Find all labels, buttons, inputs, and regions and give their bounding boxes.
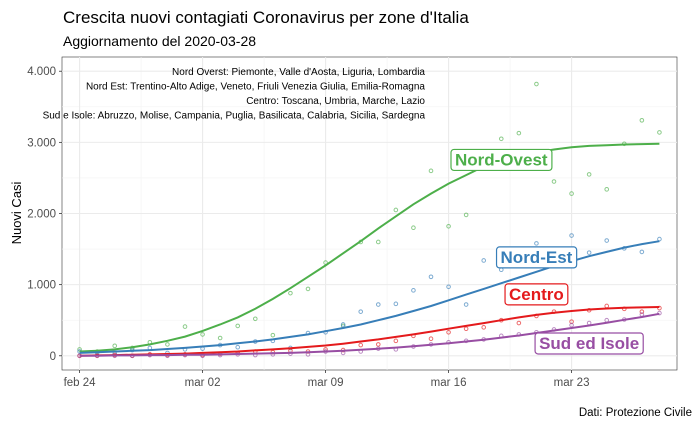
data-point	[534, 81, 539, 87]
data-point	[411, 288, 416, 293]
chart-caption: Dati: Protezione Civile	[578, 407, 692, 419]
data-point	[252, 316, 258, 322]
data-point	[657, 130, 662, 135]
data-point	[446, 329, 451, 335]
data-point	[375, 302, 381, 307]
data-point	[657, 310, 662, 316]
region-note: Sud e Isole: Abruzzo, Molise, Campania, …	[43, 111, 426, 122]
data-point	[375, 342, 381, 347]
data-point	[446, 224, 451, 229]
trend-line	[79, 142, 660, 353]
data-point	[411, 225, 416, 231]
data-point	[200, 332, 205, 337]
region-note: Nord Est: Trentino-Alto Adige, Veneto, F…	[86, 82, 425, 93]
data-point	[340, 322, 346, 327]
grid-major	[62, 57, 677, 370]
data-point	[428, 274, 434, 280]
y-tick-label: 2.000	[27, 209, 56, 221]
region-notes: Nord Overst: Piemonte, Valle d'Aosta, Li…	[43, 67, 426, 122]
x-tick-label: mar 09	[308, 377, 344, 389]
data-point	[604, 238, 610, 243]
data-point	[375, 239, 381, 245]
region-note: Nord Overst: Piemonte, Valle d'Aosta, Li…	[172, 67, 425, 78]
data-point	[657, 236, 662, 242]
data-point	[481, 325, 487, 330]
data-point	[446, 284, 451, 290]
series-labels: Nord-Ovest Nord-Est Centro Sud ed Isole	[450, 148, 644, 355]
data-point	[428, 168, 434, 174]
series-label-text: Centro	[509, 285, 564, 304]
data-point	[270, 332, 276, 338]
data-point	[569, 322, 574, 328]
series-label-box	[534, 332, 644, 355]
y-axis-ticks: 0 1.000 2.000 3.000 4.000	[27, 66, 62, 363]
data-point	[534, 241, 539, 246]
data-point	[481, 258, 487, 263]
data-point	[657, 305, 662, 311]
trend-line	[79, 312, 660, 357]
data-point	[586, 172, 592, 177]
x-axis-ticks: feb 24 mar 02 mar 09 mar 16 mar 23	[64, 370, 590, 389]
region-note: Centro: Toscana, Umbria, Marche, Lazio	[246, 96, 425, 107]
x-tick-label: mar 16	[431, 377, 467, 389]
data-point	[217, 335, 223, 341]
data-point	[463, 212, 469, 218]
series-label: Centro	[504, 283, 569, 306]
series-label-text: Nord-Ovest	[455, 150, 548, 169]
data-point	[77, 347, 82, 352]
data-point	[516, 320, 522, 326]
x-tick-label: feb 24	[64, 377, 97, 389]
data-point	[639, 249, 645, 255]
data-point	[182, 324, 188, 329]
data-point	[551, 179, 557, 184]
data-point	[569, 233, 574, 238]
data-point	[586, 250, 592, 255]
data-point	[165, 342, 170, 347]
data-point	[639, 118, 645, 123]
series-label-text: Nord-Est	[501, 248, 573, 267]
data-point	[463, 302, 469, 307]
data-point	[358, 309, 364, 314]
y-tick-label: 4.000	[27, 66, 56, 78]
data-point	[393, 338, 399, 344]
data-point	[112, 343, 118, 349]
series-label-box	[504, 283, 569, 306]
data-point	[463, 326, 469, 332]
x-tick-label: mar 02	[185, 377, 221, 389]
y-axis-title: Nuovi Casi	[9, 181, 24, 244]
data-point	[498, 136, 504, 142]
series-label-text: Sud ed Isole	[539, 334, 639, 353]
data-point	[516, 130, 522, 136]
data-point	[235, 323, 241, 329]
grid-minor	[62, 57, 677, 370]
data-point	[569, 191, 574, 196]
x-tick-label: mar 23	[554, 377, 590, 389]
y-tick-label: 1.000	[27, 280, 56, 292]
data-point	[393, 301, 399, 307]
trend-line	[79, 306, 660, 357]
data-point	[393, 207, 399, 213]
data-point	[235, 344, 241, 350]
data-point	[604, 187, 610, 192]
chart-title: Crescita nuovi contagiati Coronavirus pe…	[63, 8, 469, 27]
data-point	[639, 309, 645, 314]
y-tick-label: 3.000	[27, 137, 56, 149]
chart-subtitle: Aggiornamento del 2020-03-28	[63, 33, 257, 49]
series-label: Nord-Est	[495, 246, 578, 269]
data-point	[428, 336, 434, 342]
data-point	[358, 342, 364, 348]
series-label-box	[495, 246, 578, 269]
series-label: Sud ed Isole	[534, 332, 644, 355]
data-point	[305, 286, 311, 292]
series-label: Nord-Ovest	[450, 148, 553, 172]
data-point	[288, 290, 293, 296]
series-label-box	[450, 148, 553, 172]
y-tick-label: 0	[50, 351, 56, 363]
